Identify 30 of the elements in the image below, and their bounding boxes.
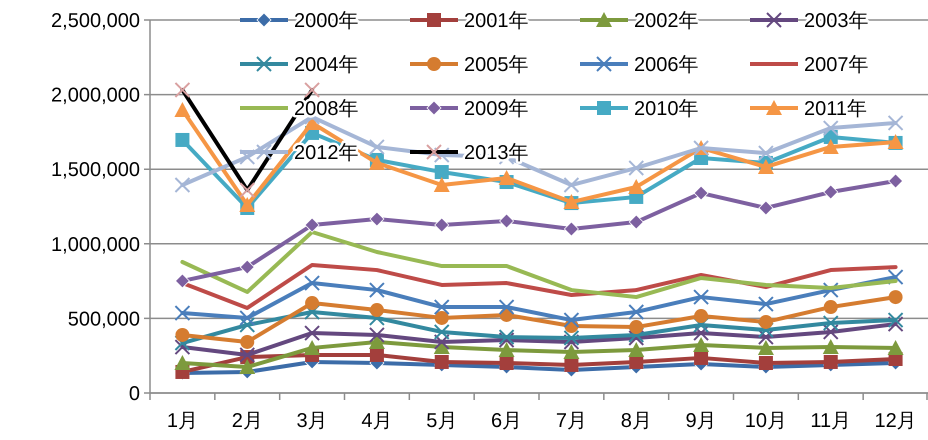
- x-tick-label: 6月: [491, 410, 522, 432]
- x-tick-label: 11月: [810, 410, 852, 432]
- x-tick-label: 9月: [686, 410, 717, 432]
- legend-label: 2012年: [294, 142, 358, 164]
- legend-label: 2009年: [464, 98, 528, 120]
- y-tick-label: 0: [128, 383, 140, 405]
- legend-label: 2001年: [464, 10, 528, 32]
- legend-label: 2005年: [464, 54, 528, 76]
- x-tick-label: 10月: [744, 410, 788, 432]
- legend-label: 2000年: [294, 10, 358, 32]
- legend-label: 2003年: [804, 10, 868, 32]
- y-tick-label: 500,000: [68, 308, 140, 330]
- legend-label: 2007年: [804, 54, 868, 76]
- legend-label: 2006年: [634, 54, 698, 76]
- x-tick-label: 8月: [620, 410, 652, 432]
- legend-label: 2004年: [294, 54, 358, 76]
- y-tick-label: 1,500,000: [51, 159, 140, 182]
- x-tick-label: 2月: [232, 410, 263, 432]
- legend-label: 2010年: [634, 98, 698, 120]
- y-tick-label: 2,000,000: [51, 84, 140, 107]
- legend-label: 2011年: [804, 98, 868, 120]
- x-tick-label: 5月: [426, 410, 458, 432]
- y-tick-label: 1,000,000: [51, 234, 140, 256]
- x-tick-label: 7月: [556, 410, 587, 432]
- x-tick-label: 12月: [874, 410, 917, 432]
- x-tick-label: 3月: [296, 410, 328, 432]
- y-tick-label: 2,500,000: [51, 10, 140, 32]
- legend-label: 2002年: [634, 10, 698, 32]
- x-tick-label: 4月: [361, 410, 392, 432]
- x-tick-label: 1月: [166, 410, 198, 432]
